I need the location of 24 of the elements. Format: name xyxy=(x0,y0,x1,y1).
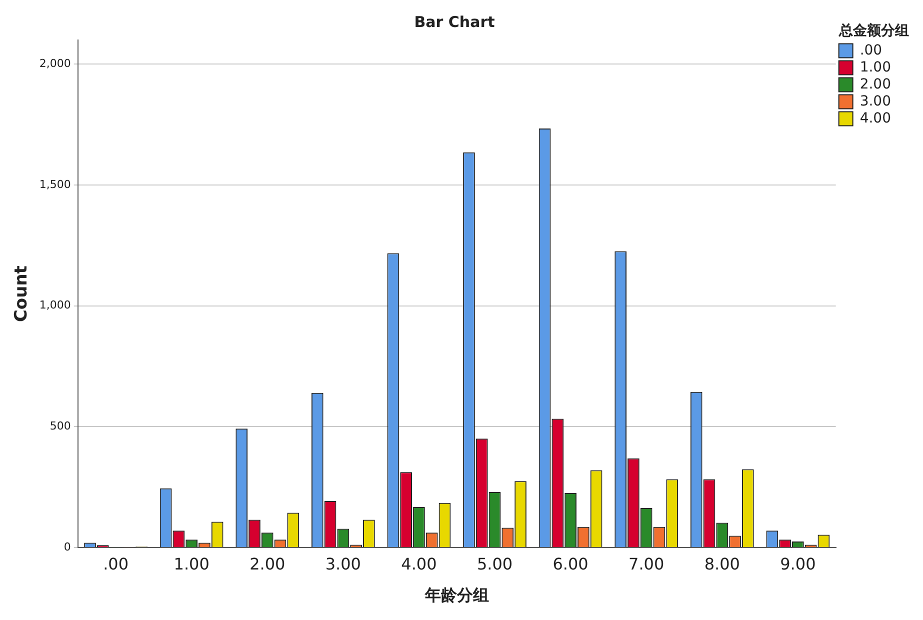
y-axis-title: Count xyxy=(12,266,32,322)
legend-label: 3.00 xyxy=(860,93,891,110)
x-tick-label: 3.00 xyxy=(325,554,361,574)
y-tick-label: 2,000 xyxy=(39,57,71,70)
legend-label: 1.00 xyxy=(860,59,891,76)
y-tick-label: 500 xyxy=(50,420,71,433)
x-tick-label: .00 xyxy=(103,554,129,574)
x-tick-label: 8.00 xyxy=(704,554,740,574)
x-tick-label: 6.00 xyxy=(552,554,588,574)
legend-label: .00 xyxy=(860,42,882,58)
x-tick-label: 1.00 xyxy=(174,554,210,574)
x-axis-title: 年龄分组 xyxy=(424,586,489,605)
x-tick-label: 5.00 xyxy=(476,554,513,574)
legend-title: 总金额分组 xyxy=(839,22,909,40)
chart-title: Bar Chart xyxy=(414,12,495,31)
y-tick-label: 1,000 xyxy=(39,298,71,312)
legend-label: 2.00 xyxy=(860,76,891,92)
x-tick-label: 4.00 xyxy=(401,554,437,574)
x-tick-label: 7.00 xyxy=(628,554,664,574)
y-tick-label: 1,500 xyxy=(39,178,71,191)
x-tick-label: 9.00 xyxy=(780,554,816,574)
legend-label: 4.00 xyxy=(860,110,891,126)
y-tick-label: 0 xyxy=(64,540,71,554)
x-tick-label: 2.00 xyxy=(250,554,286,574)
